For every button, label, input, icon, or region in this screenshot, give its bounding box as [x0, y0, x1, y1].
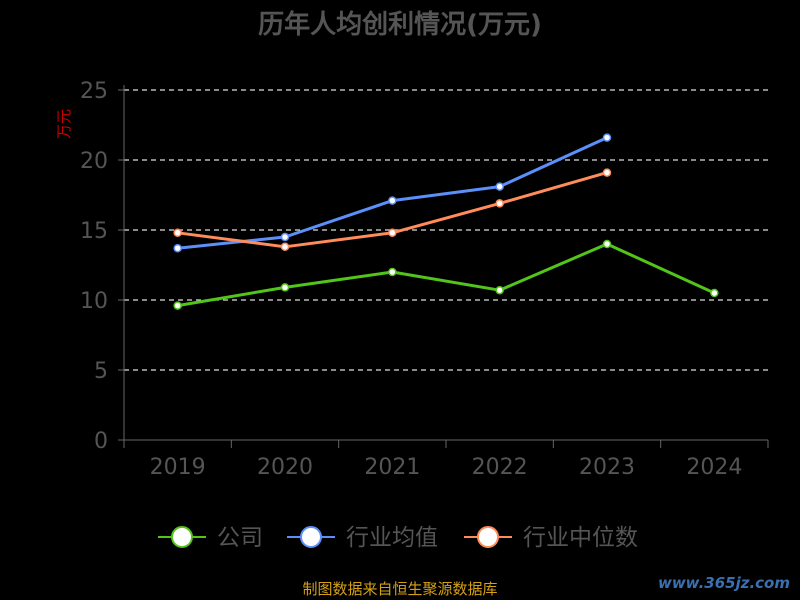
data-point [280, 242, 290, 252]
data-point [173, 228, 182, 238]
legend: 公司 行业均值 行业中位数 [158, 525, 638, 551]
series-3 [173, 168, 612, 252]
y-axis-label: 万元 [55, 109, 73, 139]
legend-marker [171, 526, 193, 548]
data-point [495, 182, 504, 191]
data-point [602, 133, 612, 142]
series-line [177, 242, 715, 308]
legend-marker [300, 526, 322, 548]
x-tick-label: 2023 [579, 455, 635, 480]
x-tick-label: 2024 [686, 455, 742, 480]
x-tick-label: 2020 [257, 455, 313, 480]
series-layer [173, 133, 719, 310]
data-point [602, 168, 612, 177]
legend-label: 公司 [217, 525, 263, 551]
axes: 0 5 10 15 20 25 2019 2020 2021 2022 2023 2024 [80, 79, 769, 480]
data-point [173, 243, 182, 253]
y-tick-label: 15 [80, 219, 108, 244]
data-point [280, 283, 290, 292]
data-point [495, 199, 504, 208]
source-note: 制图数据来自恒生聚源数据库 [302, 580, 498, 598]
watermark: www.365jz.com [657, 574, 790, 592]
y-tick-label: 25 [80, 79, 108, 104]
legend-label: 行业中位数 [523, 525, 638, 551]
y-tick-label: 5 [94, 359, 108, 384]
legend-item-2: 行业均值 [287, 525, 438, 551]
data-point [602, 239, 612, 249]
grid-lines [124, 89, 768, 371]
y-tick-label: 10 [80, 289, 108, 314]
x-tick-label: 2022 [472, 455, 528, 480]
data-point [388, 228, 397, 238]
legend-item-1: 公司 [158, 525, 263, 551]
y-tick-label: 0 [94, 429, 108, 454]
data-point [388, 267, 397, 277]
data-point [173, 301, 182, 310]
legend-item-3: 行业中位数 [464, 525, 638, 551]
series-1 [173, 239, 719, 310]
legend-marker [477, 526, 499, 548]
x-tick-label: 2021 [364, 455, 420, 480]
data-point [495, 285, 504, 295]
data-point [280, 232, 290, 242]
legend-label: 行业均值 [346, 525, 438, 551]
chart-title: 历年人均创利情况(万元) [258, 9, 542, 40]
data-point [388, 196, 397, 205]
data-point [710, 288, 719, 298]
y-tick-label: 20 [80, 149, 108, 174]
x-tick-label: 2019 [150, 455, 206, 480]
